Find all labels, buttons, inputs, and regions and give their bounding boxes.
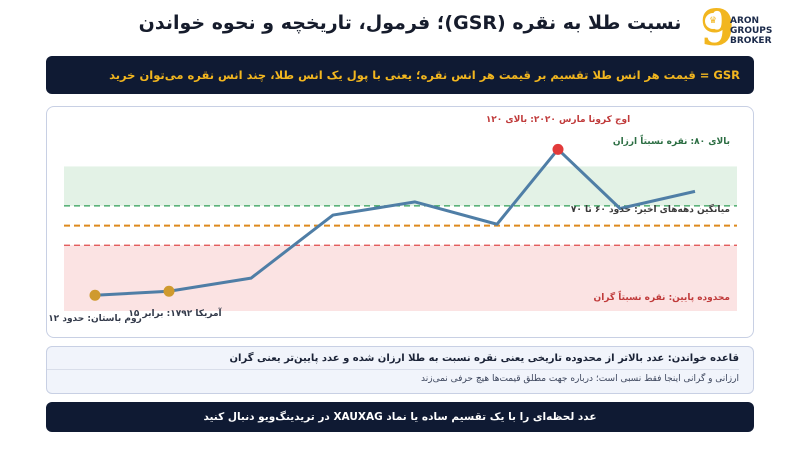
chart-container: بالای ۸۰: نقره نسبتاً ارزان میانگین دهه‌ه… <box>46 106 754 338</box>
label-high-zone: بالای ۸۰: نقره نسبتاً ارزان <box>613 134 730 147</box>
label-average-zone: میانگین دهه‌های اخیر: حدود ۶۰ تا ۷۰ <box>571 203 730 215</box>
page-title: نسبت طلا به نقره (GSR)؛ فرمول، تاریخچه و… <box>138 12 682 34</box>
zone-band-2 <box>64 245 737 311</box>
label-peak-covid: اوج کرونا مارس ۲۰۲۰: بالای ۱۲۰ <box>486 115 630 125</box>
formula-bar: GSR = قیمت هر انس طلا تقسیم بر قیمت هر ا… <box>46 56 754 94</box>
gsr-line-chart: بالای ۸۰: نقره نسبتاً ارزان میانگین دهه‌ه… <box>48 115 737 324</box>
rule-divider <box>47 369 739 370</box>
data-point-historic-0 <box>89 289 101 301</box>
label-rome: روم باستان: حدود ۱۲ <box>48 314 142 324</box>
reading-rule-box: قاعده خواندن: عدد بالاتر از محدوده تاریخ… <box>46 346 754 394</box>
reading-rule-main: قاعده خواندن: عدد بالاتر از محدوده تاریخ… <box>229 353 739 364</box>
data-point-peak-6 <box>552 143 564 155</box>
logo-line-2: GROUPS <box>730 26 773 36</box>
logo-line-3: BROKER <box>730 36 772 46</box>
gsr-series-line <box>94 147 696 297</box>
logo-wordmark: ARON GROUPS BROKER <box>730 16 772 46</box>
label-usa-1792: آمریکا ۱۷۹۲: برابر ۱۵ <box>128 307 222 319</box>
tradingview-cta: عدد لحظه‌ای را با یک تقسیم ساده یا نماد … <box>46 402 754 432</box>
label-low-zone: محدوده پایین: نقره نسبتاً گران <box>594 290 730 303</box>
reading-rule-note: ارزانی و گرانی اینجا فقط نسبی است؛ دربار… <box>421 374 739 384</box>
zone-band-1 <box>64 166 737 206</box>
crown-icon: ♛ <box>705 13 721 29</box>
data-point-historic-1 <box>163 285 175 297</box>
logo-line-1: ARON <box>730 16 760 26</box>
logo-nine-mark: 9 <box>700 0 735 57</box>
aron-groups-logo: 9 ♛ ARON GROUPS BROKER <box>700 0 786 56</box>
